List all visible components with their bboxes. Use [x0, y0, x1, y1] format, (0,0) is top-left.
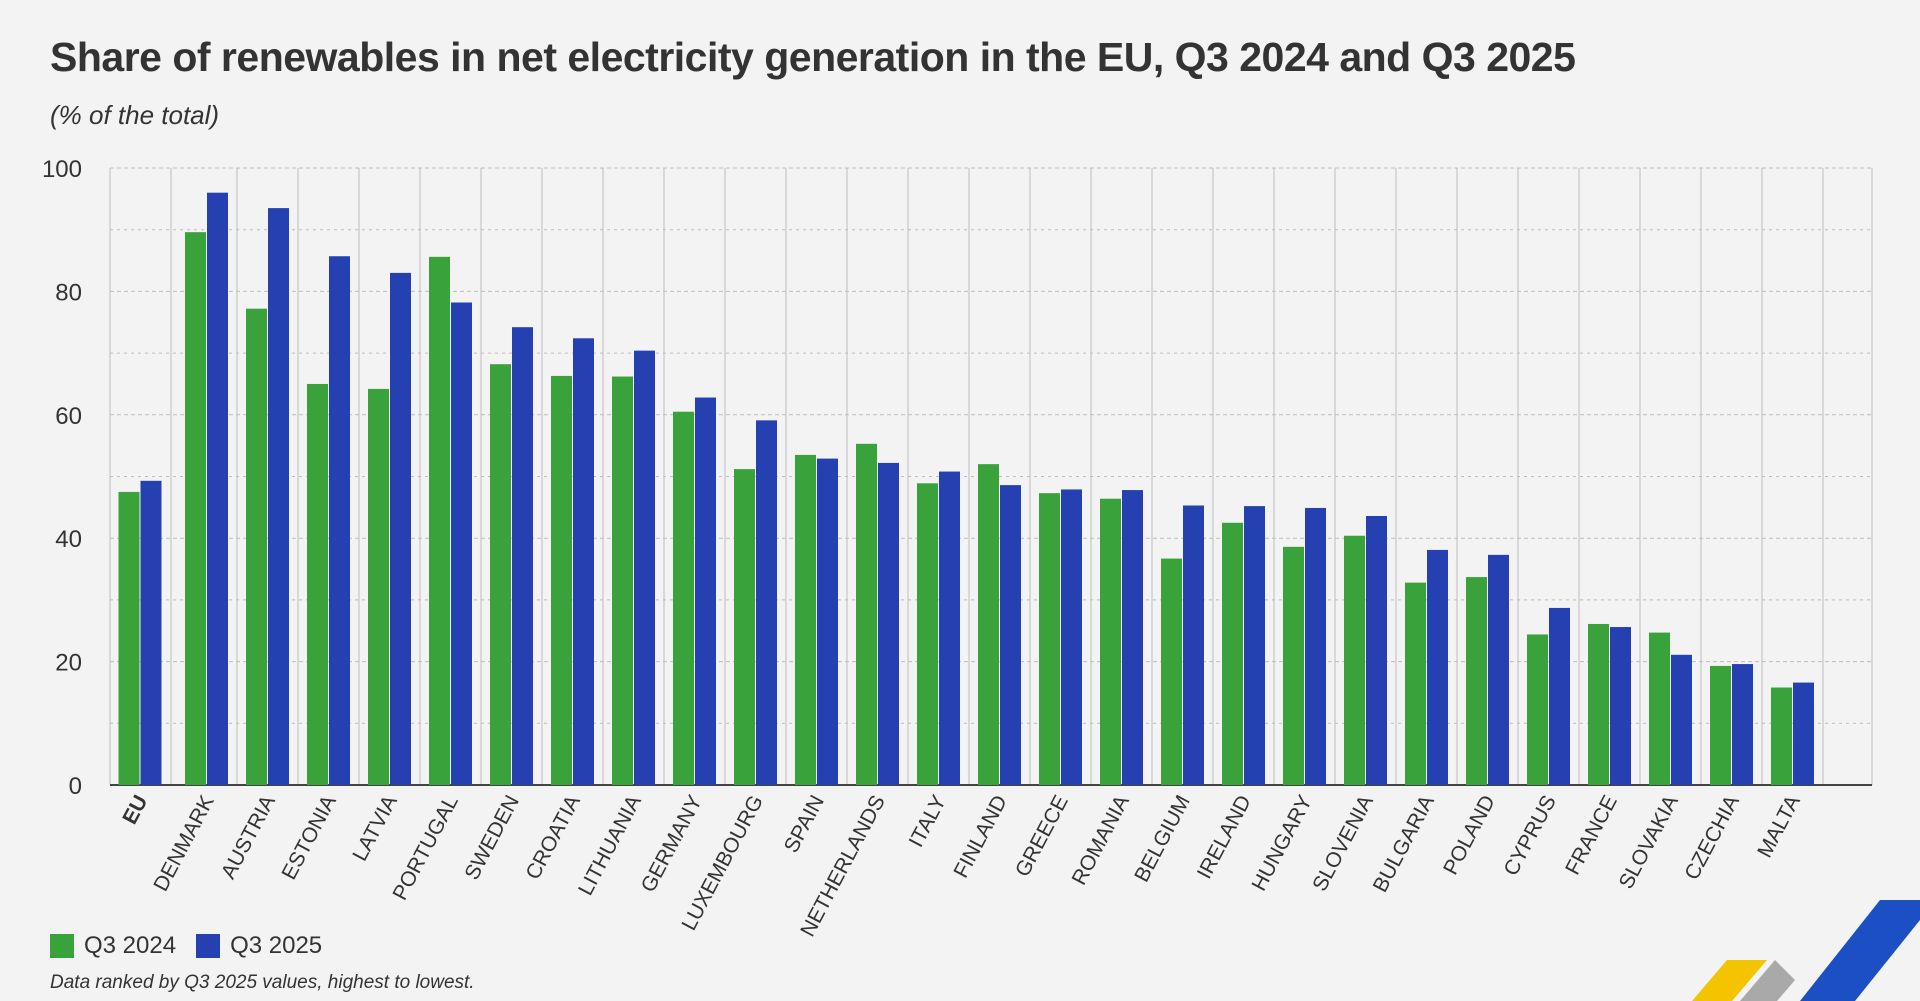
bar-q3-2025-slovakia — [1671, 654, 1692, 785]
ranking-note: Data ranked by Q3 2025 values, highest t… — [50, 972, 475, 993]
bar-q3-2024-france — [1588, 623, 1609, 785]
bar-q3-2024-austria — [246, 308, 267, 785]
bar-q3-2024-germany — [673, 411, 694, 785]
y-tick-label: 0 — [69, 773, 82, 800]
legend-item-q3-2025: Q3 2025 — [196, 932, 322, 960]
bar-q3-2025-hungary — [1305, 507, 1326, 785]
bar-q3-2024-estonia — [307, 383, 328, 785]
legend-swatch-q3-2025 — [196, 934, 221, 958]
bar-q3-2024-portugal — [429, 256, 450, 785]
bar-q3-2025-romania — [1122, 490, 1143, 785]
bar-q3-2024-slovakia — [1649, 632, 1670, 785]
bar-q3-2025-spain — [817, 458, 838, 785]
bar-q3-2024-italy — [917, 483, 938, 785]
bar-q3-2024-belgium — [1161, 558, 1182, 785]
bar-q3-2024-malta — [1771, 687, 1792, 785]
bar-q3-2025-ireland — [1244, 506, 1265, 785]
bar-q3-2025-poland — [1488, 554, 1509, 785]
legend-label-q3-2024: Q3 2024 — [84, 932, 177, 959]
bar-q3-2025-portugal — [451, 302, 472, 785]
bar-q3-2025-slovenia — [1366, 515, 1387, 785]
bar-q3-2024-netherlands — [856, 443, 877, 785]
legend-swatch-q3-2024 — [50, 934, 74, 958]
chart-title: Share of renewables in net electricity g… — [50, 34, 1576, 80]
bar-q3-2025-germany — [695, 397, 716, 785]
bar-q3-2024-slovenia — [1344, 535, 1365, 785]
bar-q3-2024-luxembourg — [734, 469, 755, 785]
bar-q3-2025-france — [1610, 627, 1631, 785]
bar-q3-2025-czechia — [1732, 664, 1753, 785]
bar-q3-2024-bulgaria — [1405, 582, 1426, 785]
legend-item-q3-2024: Q3 2024 — [50, 932, 176, 960]
bar-q3-2024-denmark — [185, 232, 206, 786]
y-tick-label: 60 — [55, 403, 82, 430]
bar-q3-2025-malta — [1793, 682, 1814, 785]
bar-q3-2025-belgium — [1183, 505, 1204, 785]
logo-yellow-stripe — [1692, 960, 1767, 1001]
bar-q3-2024-czechia — [1710, 665, 1731, 785]
logo-grey-stripe — [1740, 960, 1795, 1001]
bar-q3-2024-croatia — [551, 375, 572, 785]
legend: Q3 2024 Q3 2025 — [50, 932, 342, 960]
bar-q3-2024-hungary — [1283, 546, 1304, 785]
bar-q3-2025-netherlands — [878, 462, 899, 785]
y-tick-label: 100 — [42, 156, 82, 183]
bar-q3-2024-lithuania — [612, 376, 633, 785]
y-tick-label: 40 — [55, 526, 82, 553]
bar-q3-2024-eu — [118, 491, 140, 785]
bar-q3-2025-luxembourg — [756, 420, 777, 785]
bar-q3-2024-spain — [795, 454, 816, 785]
bar-q3-2024-romania — [1100, 498, 1121, 785]
bar-q3-2025-italy — [939, 471, 960, 785]
bar-q3-2025-austria — [268, 208, 289, 786]
bar-q3-2025-eu — [140, 480, 162, 785]
bar-q3-2024-latvia — [368, 388, 389, 785]
bar-q3-2025-cyprus — [1549, 607, 1570, 785]
bar-q3-2025-sweden — [512, 327, 533, 785]
bar-q3-2024-cyprus — [1527, 634, 1548, 785]
bar-q3-2025-estonia — [329, 256, 350, 786]
bar-q3-2024-greece — [1039, 493, 1060, 785]
bar-q3-2025-lithuania — [634, 350, 655, 785]
logo-blue-stripe — [1800, 900, 1920, 1001]
bar-q3-2025-latvia — [390, 272, 411, 785]
chart-subtitle: (% of the total) — [50, 100, 220, 130]
bar-q3-2025-finland — [1000, 485, 1021, 785]
bar-q3-2025-denmark — [207, 192, 228, 785]
bar-q3-2025-greece — [1061, 489, 1082, 785]
bar-q3-2024-sweden — [490, 364, 511, 785]
bar-q3-2024-finland — [978, 464, 999, 785]
bar-q3-2025-croatia — [573, 338, 594, 785]
bar-q3-2024-ireland — [1222, 522, 1243, 785]
bar-q3-2024-poland — [1466, 577, 1487, 785]
legend-label-q3-2025: Q3 2025 — [230, 932, 323, 959]
y-tick-label: 20 — [55, 650, 82, 677]
bar-q3-2025-bulgaria — [1427, 549, 1448, 785]
y-tick-label: 80 — [55, 279, 82, 306]
